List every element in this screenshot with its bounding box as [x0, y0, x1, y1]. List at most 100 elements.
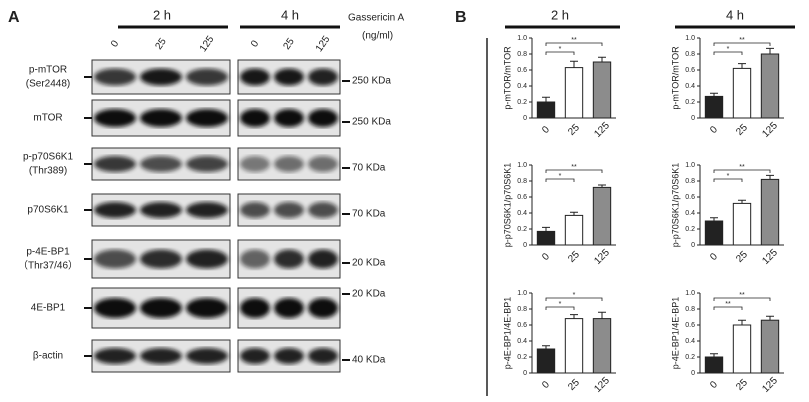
x-tick-label: 125: [760, 120, 780, 140]
x-tick-label: 25: [734, 377, 750, 393]
significance-bracket: [545, 178, 575, 182]
x-tick-label: 0: [540, 379, 552, 391]
dose-label: 125: [314, 34, 333, 54]
y-tick-label: 1.0: [685, 290, 695, 297]
blot-band: [140, 249, 182, 269]
blot-band: [274, 68, 304, 86]
y-tick-label: 0.6: [685, 194, 695, 201]
y-tick-label: 0.6: [517, 322, 527, 329]
significance-bracket: [545, 51, 575, 55]
error-bar: [766, 47, 774, 54]
y-axis-label: p-p70S6K1/p70S6K1: [670, 163, 680, 248]
error-bar: [570, 314, 578, 319]
blot-band: [186, 348, 228, 364]
row-label: (Thr389): [29, 166, 67, 177]
y-tick-label: 1.0: [517, 162, 527, 169]
error-bar: [710, 217, 718, 221]
error-bar: [598, 184, 606, 188]
error-bar: [766, 174, 774, 180]
significance-bracket: [545, 42, 603, 46]
significance-bracket: [713, 178, 743, 182]
error-bar: [570, 211, 578, 216]
unit: (ng/ml): [362, 31, 393, 42]
significance-bracket: [545, 306, 575, 310]
blot-band: [140, 68, 182, 86]
y-tick-label: 0.8: [517, 306, 527, 313]
blot-band: [240, 68, 270, 86]
size-label: 250 KDa: [352, 117, 391, 128]
blot-band: [186, 298, 228, 318]
y-tick-label: 1.0: [517, 35, 527, 42]
significance-label: **: [725, 301, 731, 308]
bar: [704, 95, 724, 119]
row-label: （Thr37/46）: [18, 260, 78, 272]
bar: [760, 178, 780, 246]
significance-bracket: [545, 297, 603, 301]
x-tick-label: 125: [760, 375, 780, 395]
y-tick-label: 0: [691, 115, 695, 122]
significance-bracket: [713, 297, 771, 301]
error-bar: [542, 96, 550, 102]
blot-band: [94, 156, 136, 172]
y-tick-label: 0.8: [685, 306, 695, 313]
error-bar: [598, 56, 606, 62]
y-tick-label: 0.8: [517, 51, 527, 58]
dose-label: 25: [281, 36, 297, 52]
treatment: Gassericin A: [348, 13, 404, 24]
error-bar: [710, 353, 718, 357]
blot-band: [308, 249, 338, 269]
size-label: 20 KDa: [352, 289, 386, 300]
significance-label: **: [571, 164, 577, 171]
y-tick-label: 0: [691, 370, 695, 377]
blot-band: [240, 109, 270, 127]
blot-band: [140, 202, 182, 218]
significance-label: *: [559, 173, 562, 180]
significance-label: *: [559, 301, 562, 308]
y-tick-label: 1.0: [685, 162, 695, 169]
bar: [732, 324, 752, 374]
blot-band: [94, 109, 136, 127]
y-tick-label: 0: [523, 115, 527, 122]
y-tick-label: 0.4: [517, 83, 527, 90]
significance-label: **: [739, 37, 745, 44]
y-tick-label: 0.2: [517, 354, 527, 361]
row-label: 4E-BP1: [31, 303, 66, 314]
dose-label: 0: [109, 38, 121, 49]
size-label: 70 KDa: [352, 209, 386, 220]
y-tick-label: 0.2: [685, 226, 695, 233]
bar: [760, 319, 780, 374]
y-axis-label: p-mTOR/mTOR: [670, 46, 680, 110]
error-bar: [710, 92, 718, 97]
y-tick-label: 0.2: [685, 99, 695, 106]
blot-band: [94, 68, 136, 86]
significance-bracket: [713, 306, 743, 310]
blot-band: [140, 109, 182, 127]
bar: [536, 348, 556, 374]
significance-label: **: [571, 37, 577, 44]
bar: [732, 67, 752, 119]
time-label: 2 h: [153, 7, 171, 22]
x-tick-label: 125: [592, 375, 612, 395]
y-tick-label: 0.6: [685, 67, 695, 74]
x-tick-label: 0: [540, 251, 552, 263]
row-label: p70S6K1: [27, 205, 69, 216]
y-tick-label: 0: [523, 242, 527, 249]
bar: [732, 202, 752, 246]
blot-band: [94, 249, 136, 269]
blot-band: [186, 109, 228, 127]
blot-band: [274, 156, 304, 172]
error-bar: [766, 315, 774, 321]
x-tick-label: 0: [708, 124, 720, 136]
bar: [760, 53, 780, 119]
y-axis-label: p-4E-BP1/4E-BP1: [502, 297, 512, 370]
x-tick-label: 25: [566, 377, 582, 393]
blot-band: [186, 156, 228, 172]
y-tick-label: 0.4: [685, 338, 695, 345]
x-tick-label: 25: [566, 249, 582, 265]
blot-band: [308, 202, 338, 218]
y-tick-label: 0.6: [517, 67, 527, 74]
y-tick-label: 0.6: [517, 194, 527, 201]
size-label: 20 KDa: [352, 258, 386, 269]
